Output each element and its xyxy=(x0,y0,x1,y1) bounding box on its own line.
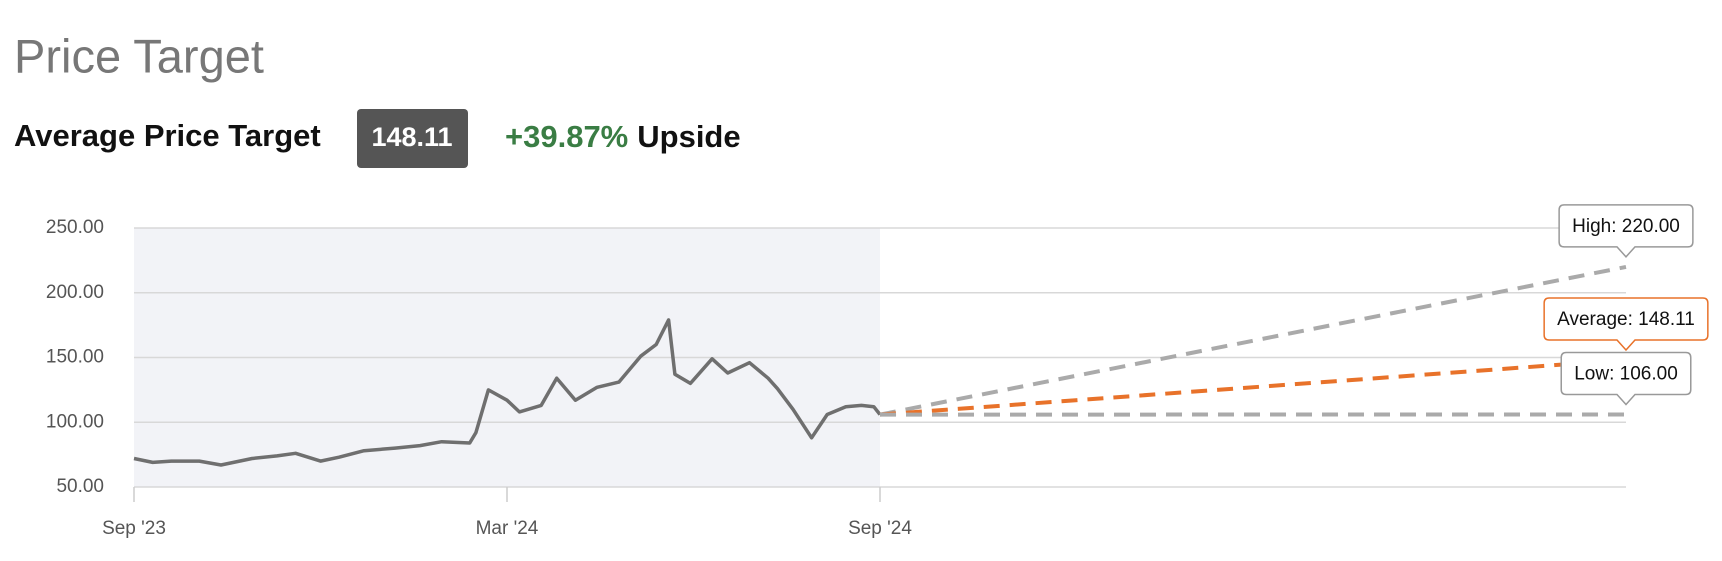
page-title: Price Target xyxy=(14,29,264,82)
callout-label: Low: 106.00 xyxy=(1574,363,1678,384)
callout: Low: 106.00 xyxy=(1561,352,1691,404)
callout-label: Average: 148.11 xyxy=(1557,309,1695,330)
plot: 50.00 100.00 150.00 200.00 250.00 Sep '23 Mar … xyxy=(46,205,1708,539)
callout-label: High: 220.00 xyxy=(1572,216,1680,237)
x-tick-label: Sep '24 xyxy=(848,518,912,539)
y-tick-label: 150.00 xyxy=(46,347,104,368)
avg-label: Average Price Target xyxy=(14,118,321,153)
upside: +39.87% Upside xyxy=(505,119,741,154)
change: +39.87% xyxy=(505,119,628,154)
y-tick-label: 100.00 xyxy=(46,411,104,432)
y-tick-label: 250.00 xyxy=(46,217,104,238)
y-tick-label: 200.00 xyxy=(46,282,104,303)
callout: Average: 148.11 xyxy=(1544,298,1708,350)
y-tick-label: 50.00 xyxy=(56,476,104,497)
target-line xyxy=(880,267,1626,415)
target-line xyxy=(880,360,1626,415)
badge-value: 148.11 xyxy=(371,122,452,152)
change-suffix: Upside xyxy=(637,119,740,154)
x-tick-label: Mar '24 xyxy=(476,518,539,539)
x-tick-label: Sep '23 xyxy=(102,518,166,539)
callout: High: 220.00 xyxy=(1559,205,1693,257)
